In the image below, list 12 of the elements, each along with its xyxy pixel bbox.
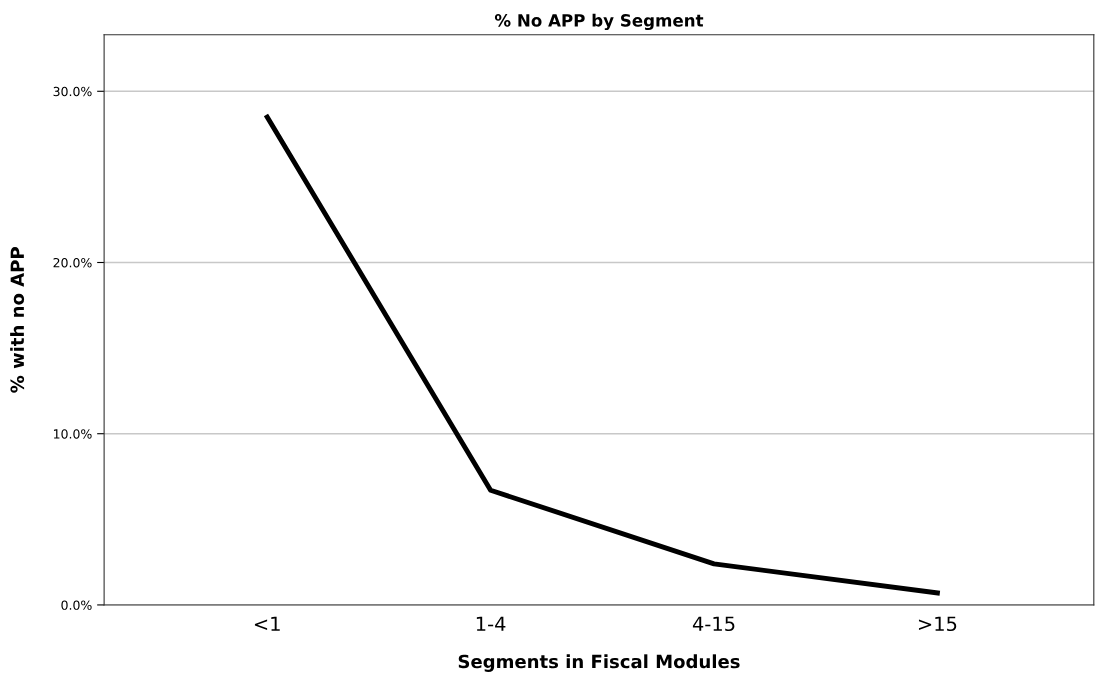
- x-tick-label: 4-15: [692, 616, 735, 632]
- y-tick-label: 10.0%: [53, 429, 92, 439]
- y-tick-label: 30.0%: [53, 86, 92, 97]
- x-axis-title: Segments in Fiscal Modules: [458, 654, 740, 672]
- line-series: [264, 114, 940, 596]
- y-axis-title: % with no APP: [10, 247, 25, 393]
- chart-title: % No APP by Segment: [494, 13, 704, 31]
- y-tick-label: 20.0%: [53, 257, 92, 268]
- x-tick-label: 1-4: [476, 616, 506, 631]
- x-tick-label: >15: [918, 616, 957, 632]
- y-tick-label: 0.0%: [61, 600, 92, 610]
- x-tick-label: <1: [254, 616, 280, 631]
